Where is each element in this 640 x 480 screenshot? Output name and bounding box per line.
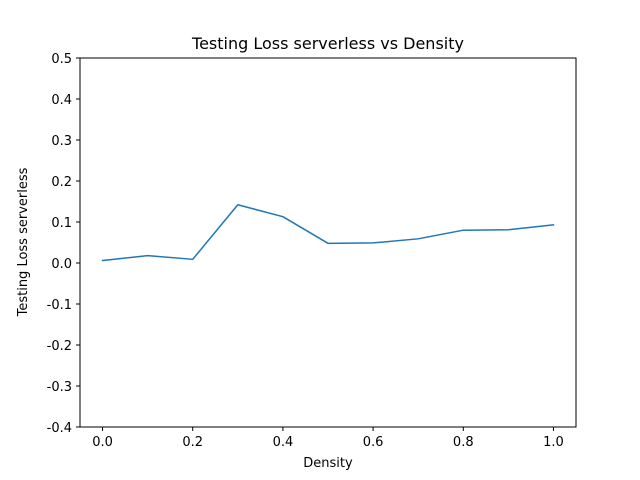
x-tick-label-0: 0.0 xyxy=(92,435,113,450)
plot-area: 0.0 0.2 0.4 0.6 0.8 1.0 -0.4 -0.3 -0.2 -0.1 0.0 0.1… xyxy=(47,52,577,450)
y-tick-label-5: 0.1 xyxy=(51,216,72,231)
y-tick-label-1: -0.3 xyxy=(47,380,72,395)
x-axis-label: Density xyxy=(303,456,353,471)
y-tick-label-9: 0.5 xyxy=(51,52,72,67)
x-tick-label-2: 0.4 xyxy=(273,435,294,450)
series-line-0 xyxy=(101,204,555,262)
y-tick-label-2: -0.2 xyxy=(47,339,72,354)
x-tick-label-3: 0.6 xyxy=(363,435,384,450)
x-tick-label-5: 1.0 xyxy=(543,435,564,450)
chart-title: Testing Loss serverless vs Density xyxy=(191,34,464,53)
axes-frame xyxy=(79,57,577,428)
y-tick-label-8: 0.4 xyxy=(51,93,72,108)
x-tick-label-4: 0.8 xyxy=(453,435,474,450)
y-axis-label: Testing Loss serverless xyxy=(16,167,31,317)
x-tick-label-1: 0.2 xyxy=(182,435,203,450)
y-tick-label-0: -0.4 xyxy=(47,421,72,436)
y-tick-label-3: -0.1 xyxy=(47,298,72,313)
y-tick-label-4: 0.0 xyxy=(51,257,72,272)
y-tick-label-7: 0.3 xyxy=(51,134,72,149)
y-tick-label-6: 0.2 xyxy=(51,175,72,190)
